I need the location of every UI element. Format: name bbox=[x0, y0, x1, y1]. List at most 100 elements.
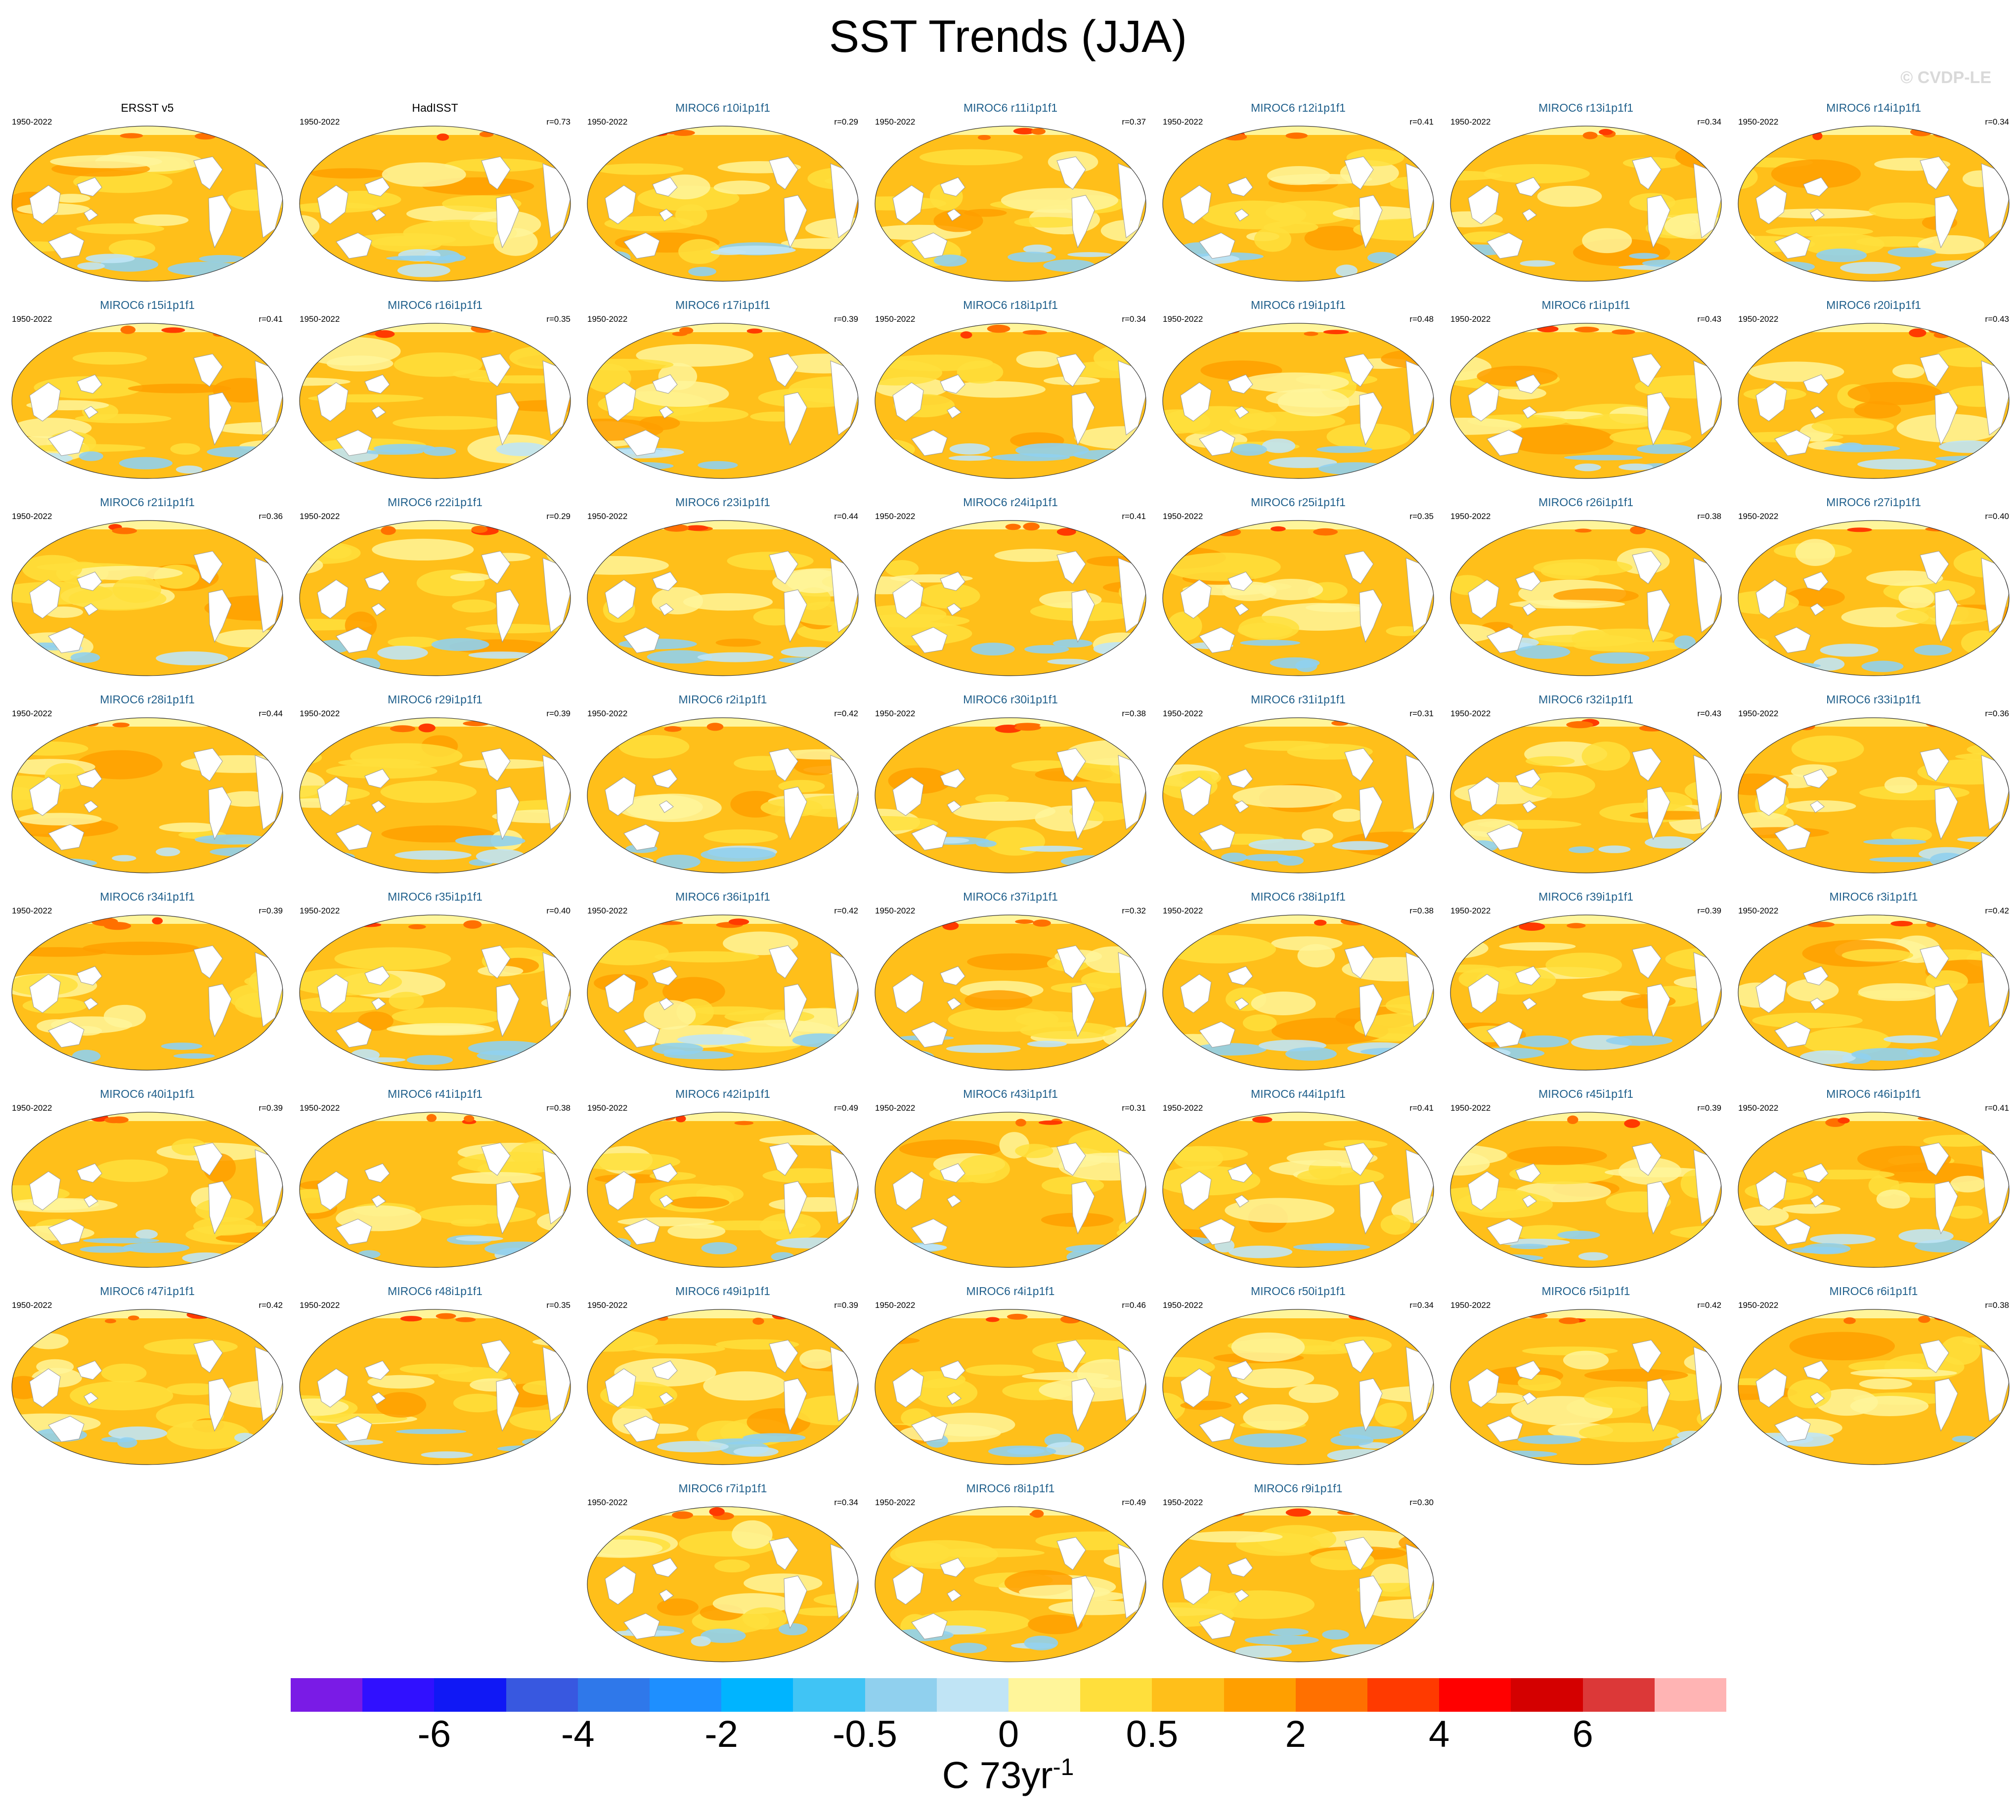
trend-patch bbox=[450, 1218, 488, 1227]
land-mask bbox=[77, 571, 102, 591]
cooling-patch bbox=[1270, 657, 1320, 669]
sst-trend-map bbox=[1738, 323, 2010, 479]
colorbar-swatch bbox=[650, 1678, 722, 1712]
trend-patch bbox=[652, 587, 703, 614]
cooling-patch bbox=[156, 651, 228, 665]
panel-period: 1950-2022 bbox=[587, 512, 628, 521]
trend-patch bbox=[1509, 600, 1625, 609]
cooling-patch bbox=[1887, 247, 1936, 258]
panel-title: MIROC6 r29i1p1f1 bbox=[388, 693, 482, 706]
trend-patch bbox=[587, 940, 669, 965]
land-mask bbox=[659, 800, 674, 813]
land-mask bbox=[1071, 786, 1095, 840]
land-mask bbox=[371, 1195, 386, 1208]
cooling-patch bbox=[1802, 1243, 1851, 1255]
trend-patch bbox=[1231, 1332, 1305, 1362]
trend-patch bbox=[957, 360, 1004, 384]
colorbar-swatch bbox=[1152, 1678, 1225, 1712]
panel-correlation: r=0.40 bbox=[546, 906, 570, 915]
land-mask bbox=[364, 1163, 390, 1183]
colorbar-tick-label: 2 bbox=[1285, 1713, 1306, 1755]
land-mask bbox=[652, 1558, 678, 1577]
land-mask bbox=[1774, 1021, 1811, 1048]
land-mask bbox=[1071, 984, 1095, 1038]
trend-patch bbox=[1225, 1198, 1335, 1223]
arctic-band bbox=[1450, 1309, 1721, 1318]
map-outline bbox=[587, 1309, 859, 1465]
land-mask bbox=[1071, 1575, 1095, 1629]
units-base: C 73yr bbox=[942, 1754, 1053, 1797]
panel-title: MIROC6 r40i1p1f1 bbox=[100, 1087, 195, 1100]
colorbar-tick-label: 0.5 bbox=[1126, 1713, 1179, 1755]
land-mask bbox=[1755, 382, 1787, 422]
panel-correlation: r=0.38 bbox=[1985, 1300, 2009, 1310]
map-outline bbox=[1162, 126, 1434, 282]
arctic-band bbox=[587, 915, 858, 924]
cooling-patch bbox=[431, 638, 489, 651]
map-panel: 1950-2022 MIROC6 r37i1p1f1 r=0.32 bbox=[868, 889, 1153, 1077]
land-mask bbox=[659, 603, 674, 616]
map-panel: 1950-2022 MIROC6 r26i1p1f1 r=0.38 bbox=[1444, 495, 1728, 683]
arctic-band bbox=[1163, 915, 1434, 924]
sst-trend-map bbox=[1162, 914, 1434, 1071]
land-mask bbox=[1920, 156, 1949, 190]
panel-period: 1950-2022 bbox=[1450, 314, 1491, 324]
cooling-patch bbox=[1228, 1246, 1293, 1258]
panel-title: MIROC6 r33i1p1f1 bbox=[1826, 693, 1921, 706]
cooling-patch bbox=[691, 1636, 711, 1647]
trend-patch bbox=[587, 556, 669, 575]
trend-patch bbox=[300, 618, 372, 631]
trend-patch bbox=[1947, 1206, 1983, 1219]
arctic-band bbox=[300, 323, 570, 332]
warming-hotspot bbox=[1219, 1315, 1231, 1320]
warming-hotspot bbox=[709, 1507, 725, 1517]
land-mask bbox=[892, 1171, 924, 1211]
land-mask bbox=[940, 374, 965, 394]
trend-patch bbox=[1530, 634, 1638, 647]
cooling-patch bbox=[1598, 845, 1631, 853]
land-mask bbox=[193, 353, 223, 387]
land-mask bbox=[605, 1565, 636, 1605]
cooling-patch bbox=[1066, 1250, 1099, 1264]
colorbar-tick-label: 4 bbox=[1429, 1713, 1450, 1755]
cooling-patch bbox=[1569, 846, 1594, 853]
sst-trend-map bbox=[1450, 1112, 1722, 1268]
trend-patch bbox=[509, 1409, 570, 1431]
land-mask bbox=[1227, 571, 1253, 591]
land-mask bbox=[623, 1416, 660, 1442]
map-panel: 1950-2022 MIROC6 r22i1p1f1 r=0.29 bbox=[293, 495, 577, 683]
land-mask bbox=[892, 777, 924, 816]
land-mask bbox=[371, 209, 386, 221]
land-mask bbox=[1468, 579, 1499, 619]
warming-hotspot bbox=[112, 527, 137, 534]
sst-trend-map bbox=[875, 1309, 1146, 1465]
warming-hotspot bbox=[1567, 923, 1586, 929]
land-mask bbox=[193, 551, 223, 584]
panel-title: MIROC6 r44i1p1f1 bbox=[1251, 1087, 1346, 1100]
panel-correlation: r=0.38 bbox=[1697, 512, 1721, 521]
land-mask bbox=[317, 382, 349, 422]
map-panel: 1950-2022 MIROC6 r11i1p1f1 r=0.37 bbox=[868, 100, 1153, 288]
panel-period: 1950-2022 bbox=[587, 709, 628, 718]
land-mask bbox=[1487, 824, 1523, 851]
sst-trend-map bbox=[1738, 126, 2010, 282]
trend-patch bbox=[633, 381, 729, 407]
land-mask bbox=[1227, 769, 1253, 788]
arctic-band bbox=[875, 323, 1146, 332]
trend-patch bbox=[654, 951, 759, 963]
trend-patch bbox=[382, 162, 466, 187]
map-outline bbox=[875, 1309, 1146, 1465]
map-outline bbox=[1738, 717, 2010, 873]
panel-correlation: r=0.41 bbox=[1409, 117, 1434, 127]
sst-trend-map bbox=[1450, 126, 1722, 282]
arctic-band bbox=[875, 1112, 1146, 1121]
map-outline bbox=[587, 323, 859, 479]
trend-patch bbox=[1014, 217, 1082, 228]
land-mask bbox=[481, 945, 511, 979]
arctic-band bbox=[587, 323, 858, 332]
land-mask bbox=[1487, 627, 1523, 653]
cooling-patch bbox=[697, 652, 774, 662]
arctic-band bbox=[875, 126, 1146, 135]
panel-title: MIROC6 r49i1p1f1 bbox=[675, 1285, 770, 1298]
cooling-patch bbox=[776, 1237, 849, 1249]
